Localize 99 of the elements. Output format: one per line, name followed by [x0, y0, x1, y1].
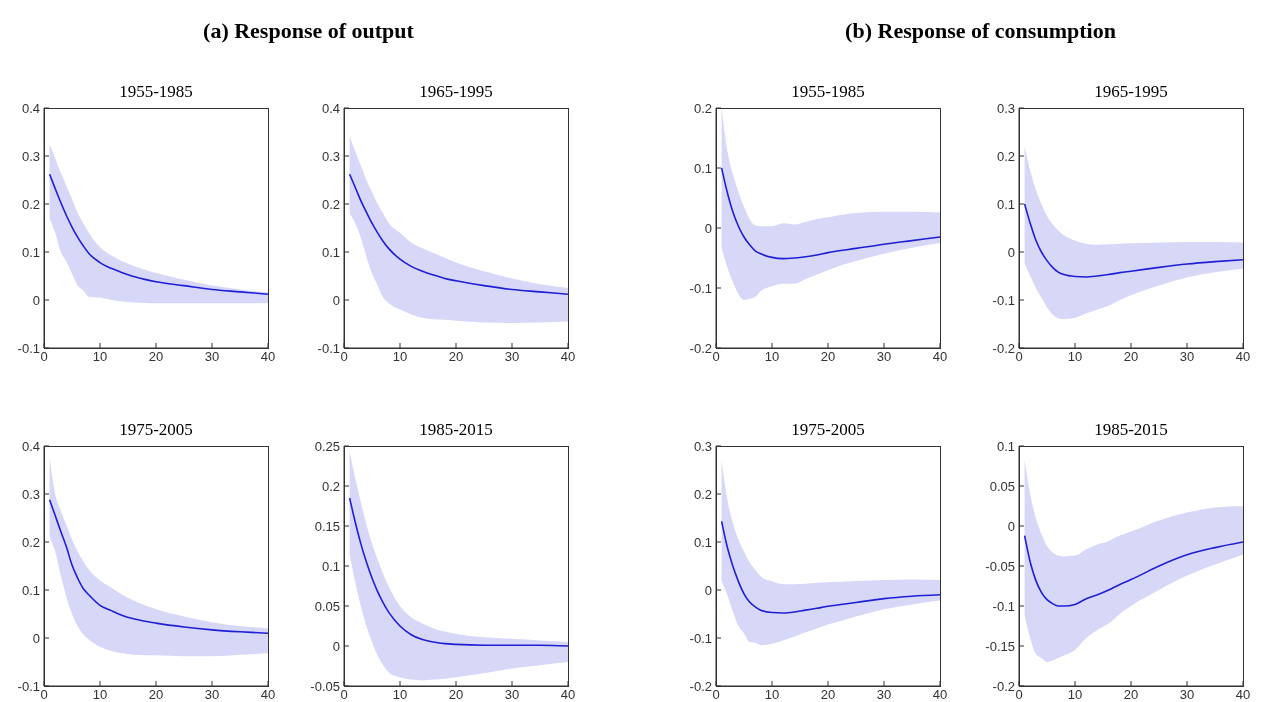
y-tick-label: 0.3: [21, 486, 40, 502]
y-tick-label: -0.1: [317, 340, 340, 356]
x-tick-label: 30: [876, 687, 892, 702]
chart-title: 1985-2015: [418, 420, 494, 440]
x-tick-label: 20: [148, 687, 164, 702]
y-tick-label: 0: [1007, 244, 1015, 260]
y-tick-label: 0.2: [21, 196, 40, 212]
y-tick-label: 0: [332, 638, 340, 654]
x-tick-label: 10: [92, 349, 108, 365]
x-tick-label: 20: [1123, 687, 1139, 702]
x-tick-label: 10: [392, 349, 408, 365]
y-tick-label: 0: [332, 292, 340, 308]
line-series: [48, 498, 268, 634]
x-tick-label: 20: [448, 687, 464, 702]
y-tick-label: 0: [32, 630, 40, 646]
chart-title: 1975-2005: [790, 420, 866, 440]
line-series: [48, 173, 268, 296]
x-tick-label: 40: [260, 687, 276, 702]
line-series: [1023, 203, 1243, 278]
line-series: [348, 497, 568, 647]
y-tick-label: 0.3: [21, 148, 40, 164]
x-tick-label: 20: [820, 349, 836, 365]
x-tick-label: 30: [1179, 349, 1195, 365]
x-tick-label: 10: [1067, 349, 1083, 365]
y-tick-label: -0.2: [992, 340, 1015, 356]
x-tick-label: 10: [392, 687, 408, 702]
y-tick-label: -0.1: [992, 598, 1015, 614]
x-tick-label: 40: [1235, 687, 1251, 702]
y-tick-label: 0: [704, 582, 712, 598]
y-tick-label: 0.4: [21, 438, 40, 454]
line-series: [720, 167, 940, 260]
y-tick-label: -0.1: [689, 280, 712, 296]
y-tick-label: -0.2: [689, 678, 712, 694]
y-tick-label: 0.15: [314, 518, 340, 534]
text: (b) Response of consumption: [844, 18, 1117, 44]
text: (a) Response of output: [202, 18, 415, 44]
x-tick-label: 40: [1235, 349, 1251, 365]
x-tick-label: 20: [1123, 349, 1139, 365]
y-tick-label: -0.1: [17, 678, 40, 694]
y-tick-label: 0.2: [21, 534, 40, 550]
y-tick-label: 0.2: [996, 148, 1015, 164]
x-tick-label: 20: [820, 687, 836, 702]
y-tick-label: 0.1: [21, 582, 40, 598]
x-tick-label: 30: [204, 687, 220, 702]
y-tick-label: 0.1: [321, 558, 340, 574]
y-tick-label: -0.15: [985, 638, 1015, 654]
y-tick-label: -0.1: [689, 630, 712, 646]
chart-title: 1965-1995: [418, 82, 494, 102]
y-tick-label: 0.05: [314, 598, 340, 614]
y-tick-label: -0.1: [992, 292, 1015, 308]
y-tick-label: 0: [32, 292, 40, 308]
y-tick-label: 0: [1007, 518, 1015, 534]
x-tick-label: 30: [504, 349, 520, 365]
y-tick-label: 0.25: [314, 438, 340, 454]
chart-title: 1985-2015: [1093, 420, 1169, 440]
y-tick-label: -0.1: [17, 340, 40, 356]
x-tick-label: 40: [260, 349, 276, 365]
x-tick-label: 30: [504, 687, 520, 702]
chart-title: 1975-2005: [118, 420, 194, 440]
x-tick-label: 10: [764, 349, 780, 365]
y-tick-label: 0.1: [996, 196, 1015, 212]
x-tick-label: 20: [448, 349, 464, 365]
chart-title: 1965-1995: [1093, 82, 1169, 102]
y-tick-label: -0.2: [689, 340, 712, 356]
y-tick-label: 0.3: [996, 100, 1015, 116]
chart-title: 1955-1985: [118, 82, 194, 102]
y-tick-label: 0.4: [321, 100, 340, 116]
x-tick-label: 40: [560, 349, 576, 365]
chart-title: 1955-1985: [790, 82, 866, 102]
x-tick-label: 30: [204, 349, 220, 365]
x-tick-label: 10: [1067, 687, 1083, 702]
x-tick-label: 30: [876, 349, 892, 365]
x-tick-label: 40: [932, 349, 948, 365]
y-tick-label: 0.2: [321, 196, 340, 212]
y-tick-label: 0.2: [693, 486, 712, 502]
y-tick-label: 0.1: [321, 244, 340, 260]
x-tick-label: 30: [1179, 687, 1195, 702]
y-tick-label: 0.2: [693, 100, 712, 116]
x-tick-label: 40: [560, 687, 576, 702]
y-tick-label: 0.1: [693, 160, 712, 176]
y-tick-label: 0.1: [996, 438, 1015, 454]
line-series: [720, 520, 940, 614]
y-tick-label: -0.05: [985, 558, 1015, 574]
y-tick-label: 0.3: [693, 438, 712, 454]
line-series: [1023, 534, 1243, 607]
y-tick-label: 0.2: [321, 478, 340, 494]
y-tick-label: -0.05: [310, 678, 340, 694]
y-tick-label: 0.05: [989, 478, 1015, 494]
y-tick-label: 0.1: [21, 244, 40, 260]
x-tick-label: 10: [764, 687, 780, 702]
x-tick-label: 20: [148, 349, 164, 365]
y-tick-label: 0.1: [693, 534, 712, 550]
y-tick-label: -0.2: [992, 678, 1015, 694]
line-series: [348, 173, 568, 296]
x-tick-label: 10: [92, 687, 108, 702]
y-tick-label: 0.4: [21, 100, 40, 116]
y-tick-label: 0.3: [321, 148, 340, 164]
y-tick-label: 0: [704, 220, 712, 236]
x-tick-label: 40: [932, 687, 948, 702]
